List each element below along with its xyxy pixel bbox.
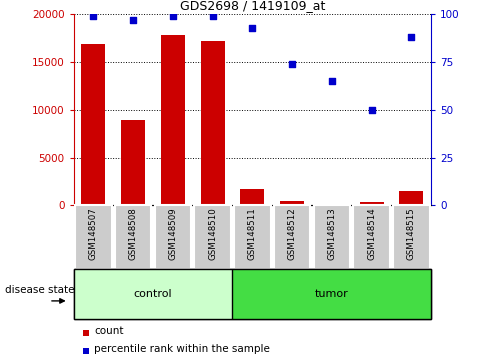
Bar	[75, 205, 112, 269]
Bar	[115, 205, 151, 269]
Text: disease state: disease state	[5, 285, 74, 295]
Bar	[280, 201, 304, 205]
Text: GSM148513: GSM148513	[327, 207, 336, 260]
Bar	[154, 205, 191, 269]
Bar	[81, 44, 105, 205]
Bar	[241, 189, 264, 205]
Point	[209, 13, 217, 19]
Text: tumor: tumor	[315, 289, 349, 299]
Text: GSM148515: GSM148515	[407, 207, 416, 260]
Bar	[274, 205, 310, 269]
Text: percentile rank within the sample: percentile rank within the sample	[94, 344, 270, 354]
Point	[248, 25, 256, 30]
Bar	[201, 41, 224, 205]
Text: GSM148510: GSM148510	[208, 207, 217, 260]
Text: GSM148509: GSM148509	[169, 207, 177, 260]
Bar	[393, 205, 430, 269]
Bar	[195, 205, 231, 269]
Bar	[320, 204, 344, 205]
Text: GSM148507: GSM148507	[89, 207, 98, 260]
Text: GSM148511: GSM148511	[248, 207, 257, 260]
Bar	[399, 191, 423, 205]
Bar	[161, 35, 185, 205]
Point	[407, 34, 415, 40]
Point	[169, 13, 177, 19]
Text: GSM148508: GSM148508	[128, 207, 138, 260]
Point	[328, 78, 336, 84]
Bar	[232, 269, 431, 319]
Bar	[360, 202, 384, 205]
Point	[90, 13, 98, 19]
Point	[288, 61, 296, 67]
Text: GSM148514: GSM148514	[367, 207, 376, 260]
Bar	[314, 205, 350, 269]
Text: GSM148512: GSM148512	[288, 207, 296, 260]
Bar	[353, 205, 390, 269]
Text: count: count	[94, 326, 123, 336]
Point	[368, 107, 375, 113]
Bar	[234, 205, 270, 269]
Title: GDS2698 / 1419109_at: GDS2698 / 1419109_at	[180, 0, 325, 12]
Point	[129, 17, 137, 23]
Bar	[121, 120, 145, 205]
Bar	[74, 269, 232, 319]
Text: control: control	[134, 289, 172, 299]
